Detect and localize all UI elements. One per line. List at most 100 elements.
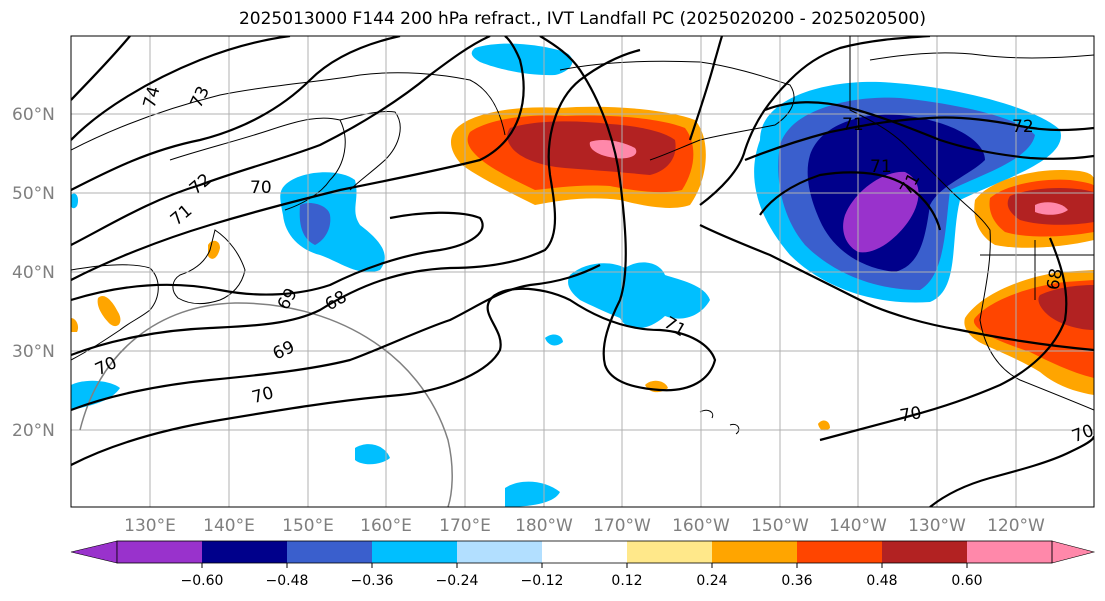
colorbar: −0.60 −0.48 −0.36 −0.24 −0.12 0.12 0.24 … <box>70 540 1096 589</box>
lon-tick-label: 160°W <box>672 516 730 536</box>
colorbar-under-arrow <box>70 540 118 564</box>
lat-tick-label: 30°N <box>12 342 55 362</box>
refractivity-contours <box>71 36 1094 507</box>
colorbar-segment <box>882 541 967 563</box>
contour-line <box>71 48 641 357</box>
latitude-labels: 60°N 50°N 40°N 30°N 20°N <box>12 105 55 441</box>
lon-tick-label: 180°W <box>515 516 573 536</box>
colorbar-frame <box>116 540 1053 564</box>
coastline-siberia <box>71 72 506 151</box>
lat-tick-label: 60°N <box>12 105 55 125</box>
lon-tick-label: 150°W <box>751 516 809 536</box>
colorbar-segment <box>457 541 542 563</box>
contour-label: 72 <box>1012 117 1034 137</box>
lon-tick-label: 130°E <box>124 516 176 536</box>
contour-line <box>71 264 601 412</box>
contour-line <box>71 36 131 101</box>
coastline-canada <box>849 36 1094 411</box>
contour-labels: 74 73 72 71 70 69 68 70 69 70 71 72 71 7… <box>92 83 1096 447</box>
contour-line <box>71 211 484 302</box>
map-title: 2025013000 F144 200 hPa refract., IVT La… <box>238 9 926 29</box>
anomaly-region-south-2 <box>505 481 560 507</box>
contour-label: 71 <box>870 157 892 177</box>
contour-label: 74 <box>140 84 165 110</box>
contour-label: 68 <box>322 287 351 315</box>
contour-label: 71 <box>167 201 196 230</box>
anomaly-region-bering <box>471 43 573 76</box>
anomaly-region-west-spot-3 <box>71 318 79 332</box>
lon-tick-label: 130°W <box>908 516 966 536</box>
contour-line <box>744 116 1094 162</box>
colorbar-segment <box>117 541 202 563</box>
anomaly-region-north-pacific <box>71 193 79 209</box>
lon-tick-label: 140°W <box>829 516 887 536</box>
lon-tick-label: 160°E <box>360 516 412 536</box>
anomaly-region-pnw-max <box>1035 202 1068 215</box>
colorbar-label: 0.48 <box>866 573 897 589</box>
map-frame <box>70 35 1095 508</box>
colorbar-label: −0.24 <box>436 573 479 589</box>
colorbar-label: −0.36 <box>351 573 394 589</box>
contour-label: 70 <box>1069 421 1096 447</box>
anomaly-region-south-1 <box>355 444 390 465</box>
anomaly-region-gulf-minimum <box>843 171 919 253</box>
longitude-labels: 130°E 140°E 150°E 160°E 170°E 180°W 170°… <box>124 516 1045 536</box>
anomaly-region-west-spot-2 <box>97 295 121 327</box>
colorbar-segment <box>712 541 797 563</box>
colorbar-segment <box>967 541 1052 563</box>
contour-label: 70 <box>250 383 276 408</box>
lat-tick-label: 50°N <box>12 184 55 204</box>
contour-label: 70 <box>250 178 272 198</box>
lon-tick-label: 150°E <box>282 516 334 536</box>
contour-label: 73 <box>187 83 214 111</box>
contour-line <box>699 224 1094 352</box>
contour-label: 68 <box>1043 267 1066 292</box>
anomaly-region-central-pacific <box>568 262 710 329</box>
anomaly-region-aleutians-max <box>589 140 637 159</box>
contour-label: 71 <box>842 115 864 135</box>
anomaly-region-kamchatka-inner <box>299 203 331 245</box>
contour-line <box>71 36 491 246</box>
contour-line <box>71 36 717 466</box>
colorbar-label: −0.60 <box>181 573 224 589</box>
colorbar-segment <box>372 541 457 563</box>
lon-tick-label: 140°E <box>203 516 255 536</box>
contour-label: 70 <box>898 403 923 426</box>
reference-circle <box>79 302 453 507</box>
coastline-north-shore <box>869 52 1094 61</box>
contour-line <box>929 435 1094 507</box>
coastline-hawaii <box>699 409 740 435</box>
coastline-kamchatka <box>339 111 401 191</box>
colorbar-segment <box>287 541 372 563</box>
colorbar-label: 0.36 <box>781 573 812 589</box>
colorbar-label: 0.24 <box>696 573 727 589</box>
contour-label: 69 <box>270 337 298 364</box>
contour-line <box>759 171 942 231</box>
colorbar-label: −0.48 <box>266 573 309 589</box>
colorbar-label: 0.12 <box>611 573 642 589</box>
lat-tick-label: 20°N <box>12 421 55 441</box>
coastline-sea-of-okhotsk <box>169 117 346 211</box>
lon-tick-label: 170°W <box>593 516 651 536</box>
contour-line <box>819 237 1068 442</box>
contour-label: 72 <box>186 170 215 199</box>
lat-tick-label: 40°N <box>12 263 55 283</box>
lon-tick-label: 170°E <box>439 516 491 536</box>
contour-line <box>764 101 1094 160</box>
anomaly-region-hawaii-spot <box>818 420 830 431</box>
anomaly-region-west-edge <box>71 380 120 410</box>
colorbar-label: 0.60 <box>951 573 982 589</box>
coastline-alaska <box>559 60 795 161</box>
map-content: 74 73 72 71 70 69 68 70 69 70 71 72 71 7… <box>71 36 1096 507</box>
lon-tick-label: 120°W <box>987 516 1045 536</box>
contour-line <box>71 36 401 191</box>
anomaly-region-kamchatka <box>280 172 385 273</box>
contour-line <box>688 36 724 141</box>
colorbar-label: −0.12 <box>521 573 564 589</box>
colorbar-segment <box>542 541 627 563</box>
contour-line <box>71 36 525 281</box>
contour-line <box>71 36 291 141</box>
colorbar-segment <box>627 541 712 563</box>
colorbar-segment <box>202 541 287 563</box>
